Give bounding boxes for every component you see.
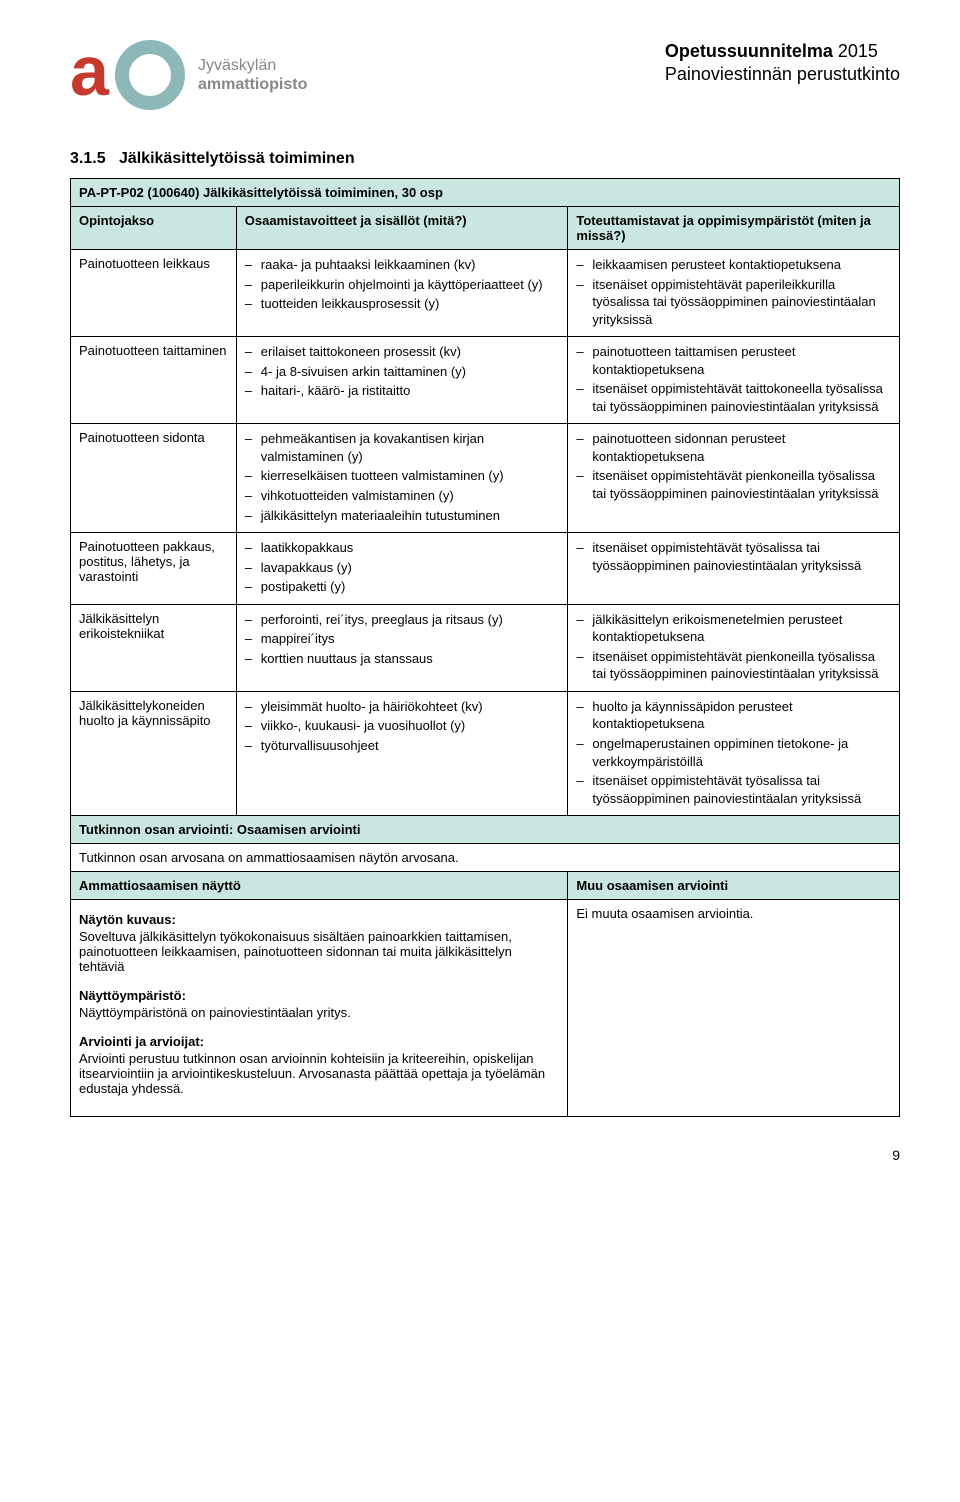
- row-label: Painotuotteen sidonta: [71, 424, 237, 533]
- page-header: a Jyväskylän ammattiopisto Opetussuunnit…: [70, 40, 900, 110]
- list-item: huolto ja käynnissäpidon perusteet konta…: [576, 698, 891, 733]
- row-mid: yleisimmät huolto- ja häiriökohteet (kv)…: [236, 691, 568, 815]
- list-item: jälkikäsittelyn materiaaleihin tutustumi…: [245, 507, 560, 525]
- list-item: työturvallisuusohjeet: [245, 737, 560, 755]
- naytto-kuvaus-title: Näytön kuvaus:: [79, 912, 559, 927]
- row-label: Jälkikäsittelykoneiden huolto ja käynnis…: [71, 691, 237, 815]
- list-item: itsenäiset oppimistehtävät työsalissa ta…: [576, 539, 891, 574]
- table-row: Jälkikäsittelykoneiden huolto ja käynnis…: [71, 691, 900, 815]
- list-item: kierreselkäisen tuotteen valmistaminen (…: [245, 467, 560, 485]
- doc-line2: Painoviestinnän perustutkinto: [665, 63, 900, 86]
- page-number: 9: [70, 1147, 900, 1163]
- row-mid: erilaiset taittokoneen prosessit (kv) 4- …: [236, 337, 568, 424]
- doc-line1-bold: Opetussuunnitelma: [665, 41, 833, 61]
- naytto-cell: Näytön kuvaus: Soveltuva jälkikäsittelyn…: [71, 900, 568, 1117]
- row-right: painotuotteen taittamisen perusteet kont…: [568, 337, 900, 424]
- section-text: Jälkikäsittelytöissä toimiminen: [119, 150, 355, 167]
- row-right: huolto ja käynnissäpidon perusteet konta…: [568, 691, 900, 815]
- arviointi-title: Arviointi ja arvioijat:: [79, 1034, 559, 1049]
- row-label: Painotuotteen taittaminen: [71, 337, 237, 424]
- section-num: 3.1.5: [70, 150, 106, 167]
- section-heading: 3.1.5 Jälkikäsittelytöissä toimiminen: [70, 150, 900, 168]
- list-item: erilaiset taittokoneen prosessit (kv): [245, 343, 560, 361]
- doc-line1-rest: 2015: [833, 41, 878, 61]
- table-row: Jälkikäsittelyn erikoistekniikat perforoi…: [71, 604, 900, 691]
- section2-line: Tutkinnon osan arvosana on ammattiosaami…: [71, 844, 900, 872]
- doc-title: Opetussuunnitelma 2015 Painoviestinnän p…: [665, 40, 900, 87]
- section3-right-title: Muu osaamisen arviointi: [568, 872, 900, 900]
- logo-text: Jyväskylän ammattiopisto: [198, 56, 307, 94]
- list-item: pehmeäkantisen ja kovakantisen kirjan va…: [245, 430, 560, 465]
- list-item: itsenäiset oppimistehtävät taittokoneell…: [576, 380, 891, 415]
- list-item: lavapakkaus (y): [245, 559, 560, 577]
- row-mid: perforointi, rei´itys, preeglaus ja rits…: [236, 604, 568, 691]
- list-item: korttien nuuttaus ja stanssaus: [245, 650, 560, 668]
- list-item: tuotteiden leikkausprosessit (y): [245, 295, 560, 313]
- list-item: itsenäiset oppimistehtävät pienkoneilla …: [576, 648, 891, 683]
- row-mid: pehmeäkantisen ja kovakantisen kirjan va…: [236, 424, 568, 533]
- list-item: painotuotteen sidonnan perusteet kontakt…: [576, 430, 891, 465]
- row-right: leikkaamisen perusteet kontaktiopetuksen…: [568, 250, 900, 337]
- list-item: ongelmaperustainen oppiminen tietokone- …: [576, 735, 891, 770]
- list-item: postipaketti (y): [245, 578, 560, 596]
- row-label: Jälkikäsittelyn erikoistekniikat: [71, 604, 237, 691]
- list-item: yleisimmät huolto- ja häiriökohteet (kv): [245, 698, 560, 716]
- list-item: laatikkopakkaus: [245, 539, 560, 557]
- section3-left-title: Ammattiosaamisen näyttö: [71, 872, 568, 900]
- list-item: itsenäiset oppimistehtävät paperileikkur…: [576, 276, 891, 329]
- row-right: jälkikäsittelyn erikoismenetelmien perus…: [568, 604, 900, 691]
- list-item: itsenäiset oppimistehtävät työsalissa ta…: [576, 772, 891, 807]
- logo-line2: ammattiopisto: [198, 75, 307, 94]
- table-row: Painotuotteen sidontapehmeäkantisen ja k…: [71, 424, 900, 533]
- table-row: Painotuotteen leikkausraaka- ja puhtaaks…: [71, 250, 900, 337]
- list-item: itsenäiset oppimistehtävät pienkoneilla …: [576, 467, 891, 502]
- table-head-col2: Osaamistavoitteet ja sisällöt (mitä?): [236, 207, 568, 250]
- arviointi-text: Arviointi perustuu tutkinnon osan arvioi…: [79, 1051, 559, 1096]
- row-label: Painotuotteen pakkaus, postitus, lähetys…: [71, 533, 237, 605]
- list-item: paperileikkurin ohjelmointi ja käyttöper…: [245, 276, 560, 294]
- row-right: itsenäiset oppimistehtävät työsalissa ta…: [568, 533, 900, 605]
- section2-title: Tutkinnon osan arviointi: Osaamisen arvi…: [71, 816, 900, 844]
- logo-line1: Jyväskylän: [198, 56, 307, 75]
- naytto-ymparisto-title: Näyttöympäristö:: [79, 988, 559, 1003]
- svg-text:a: a: [70, 40, 110, 110]
- row-mid: laatikkopakkaus lavapakkaus (y)postipaket…: [236, 533, 568, 605]
- table-head-col3: Toteuttamistavat ja oppimisympäristöt (m…: [568, 207, 900, 250]
- row-right: painotuotteen sidonnan perusteet kontakt…: [568, 424, 900, 533]
- list-item: vihkotuotteiden valmistaminen (y): [245, 487, 560, 505]
- ao-logo-icon: a: [70, 40, 190, 110]
- table-row: Painotuotteen taittaminenerilaiset taitt…: [71, 337, 900, 424]
- list-item: jälkikäsittelyn erikoismenetelmien perus…: [576, 611, 891, 646]
- naytto-kuvaus-text: Soveltuva jälkikäsittelyn työkokonaisuus…: [79, 929, 559, 974]
- list-item: perforointi, rei´itys, preeglaus ja rits…: [245, 611, 560, 629]
- list-item: raaka- ja puhtaaksi leikkaaminen (kv): [245, 256, 560, 274]
- table-head-col1: Opintojakso: [71, 207, 237, 250]
- list-item: 4- ja 8-sivuisen arkin taittaminen (y): [245, 363, 560, 381]
- row-mid: raaka- ja puhtaaksi leikkaaminen (kv) pap…: [236, 250, 568, 337]
- table-title: PA-PT-P02 (100640) Jälkikäsittelytöissä …: [71, 179, 900, 207]
- curriculum-table: PA-PT-P02 (100640) Jälkikäsittelytöissä …: [70, 178, 900, 1117]
- list-item: painotuotteen taittamisen perusteet kont…: [576, 343, 891, 378]
- list-item: mappirei´itys: [245, 630, 560, 648]
- list-item: viikko-, kuukausi- ja vuosihuollot (y): [245, 717, 560, 735]
- table-row: Painotuotteen pakkaus, postitus, lähetys…: [71, 533, 900, 605]
- row-label: Painotuotteen leikkaus: [71, 250, 237, 337]
- naytto-ymparisto-text: Näyttöympäristönä on painoviestintäalan …: [79, 1005, 559, 1020]
- list-item: leikkaamisen perusteet kontaktiopetuksen…: [576, 256, 891, 274]
- list-item: haitari-, käärö- ja ristitaitto: [245, 382, 560, 400]
- ei-muuta-cell: Ei muuta osaamisen arviointia.: [568, 900, 900, 1117]
- logo-area: a Jyväskylän ammattiopisto: [70, 40, 307, 110]
